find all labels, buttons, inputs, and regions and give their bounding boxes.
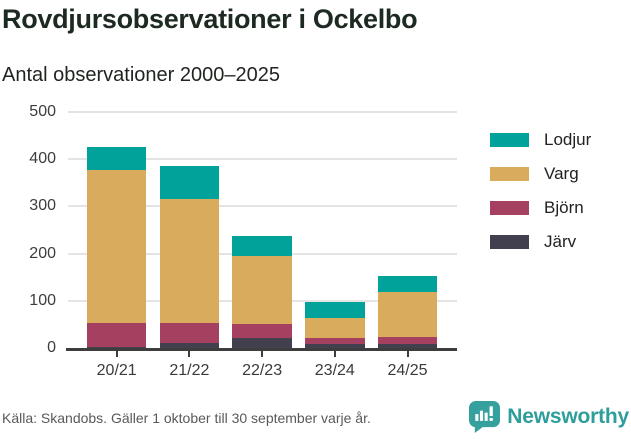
legend-item-järv: Järv: [490, 232, 591, 252]
brand: Newsworthy: [469, 401, 629, 433]
legend-swatch-varg: [490, 167, 529, 181]
bar-segment-21-22-björn: [159, 322, 220, 344]
y-axis-tick-label: 300: [29, 197, 56, 215]
bar-segment-24-25-varg: [377, 291, 438, 338]
legend-item-björn: Björn: [490, 198, 591, 218]
newsworthy-logo-icon: [469, 401, 501, 433]
legend-swatch-järv: [490, 235, 529, 249]
bar-segment-24-25-björn: [377, 337, 438, 345]
chart-subtitle: Antal observationer 2000–2025: [2, 64, 280, 86]
bar-segment-22-23-järv: [232, 337, 292, 348]
y-axis-tick-label: 0: [47, 339, 56, 356]
x-axis-tick: [333, 351, 336, 357]
bar-segment-23-24-björn: [305, 337, 365, 345]
legend-item-lodjur: Lodjur: [490, 130, 591, 150]
plot-area: 0 100 200 300 400 500 20/21 21/22 22/23 23/24 24/2…: [29, 103, 457, 379]
legend-item-varg: Varg: [490, 164, 591, 184]
legend-label: Björn: [544, 198, 584, 217]
bar-segment-23-24-järv: [305, 344, 365, 348]
x-axis-tick: [261, 351, 264, 357]
bar-segment-23-24-varg: [305, 318, 365, 338]
bar-segment-20-21-lodjur: [86, 147, 147, 171]
brand-name: Newsworthy: [507, 405, 629, 428]
bar-segment-21-22-varg: [159, 199, 220, 323]
bar-segment-22-23-björn: [232, 324, 292, 338]
bar-segment-23-24-lodjur: [305, 302, 365, 319]
x-axis-tick-label: 24/25: [387, 362, 428, 379]
chart-title: Rovdjursobservationer i Ockelbo: [2, 4, 418, 34]
y-axis-tick-label: 500: [29, 103, 56, 120]
x-axis-tick: [115, 351, 118, 357]
legend-label: Varg: [544, 164, 579, 183]
gridline-y400: [68, 158, 457, 161]
bar-segment-20-21-varg: [86, 170, 147, 323]
legend: Lodjur Varg Björn Järv: [490, 130, 591, 266]
legend-swatch-björn: [490, 201, 529, 215]
legend-label: Lodjur: [544, 130, 592, 149]
bar-segment-24-25-järv: [377, 344, 438, 348]
x-axis-tick: [188, 351, 191, 357]
bar-segment-22-23-lodjur: [232, 235, 292, 257]
x-axis-tick-label: 20/21: [96, 362, 137, 379]
x-axis-tick: [406, 351, 409, 357]
bar-segment-21-22-lodjur: [159, 165, 220, 200]
bar-segment-24-25-lodjur: [377, 275, 438, 292]
legend-swatch-lodjur: [490, 133, 529, 147]
bar-segment-20-21-björn: [86, 322, 147, 348]
bar-segment-20-21-järv: [86, 347, 147, 348]
bar-segment-21-22-järv: [159, 343, 220, 348]
gridline-y300: [68, 205, 457, 208]
source-note: Källa: Skandobs. Gäller 1 oktober till 3…: [2, 410, 371, 426]
x-axis-line: [66, 348, 457, 351]
x-axis-tick-label: 22/23: [242, 362, 283, 379]
gridline-y500: [68, 111, 457, 113]
legend-label: Järv: [544, 232, 577, 251]
y-axis-tick-label: 200: [29, 244, 56, 262]
x-axis-tick-label: 23/24: [314, 362, 355, 379]
x-axis-tick-label: 21/22: [169, 362, 210, 379]
bar-segment-22-23-varg: [232, 256, 292, 325]
y-axis-tick-label: 100: [29, 291, 56, 309]
y-axis-tick-label: 400: [29, 150, 56, 168]
footer: Källa: Skandobs. Gäller 1 oktober till 3…: [0, 399, 631, 439]
